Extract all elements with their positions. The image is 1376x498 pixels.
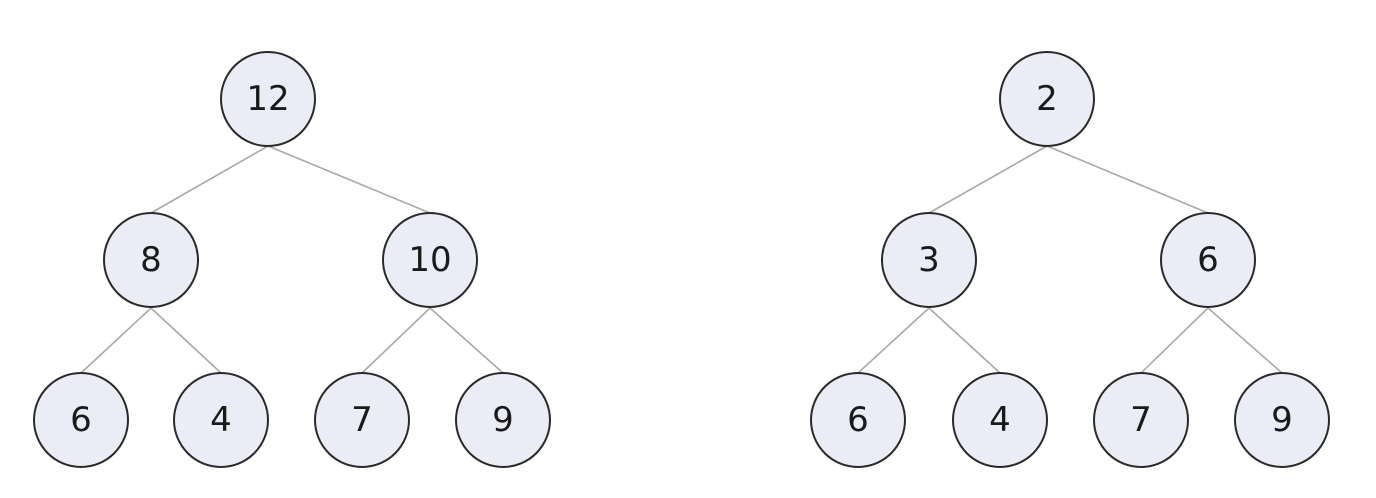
node-circle [33,372,129,468]
node-label: 2 [1036,79,1058,119]
edge [80,307,152,374]
node-circle [999,51,1095,147]
edge [1046,145,1209,214]
tree-node: 7 [314,372,410,468]
node-label: 10 [408,240,451,280]
tree-node: 10 [382,212,478,308]
tree-node: 6 [33,372,129,468]
node-label: 6 [1197,240,1219,280]
tree-node: 4 [173,372,269,468]
edge [361,307,431,374]
node-circle [952,372,1048,468]
tree-node: 8 [103,212,199,308]
node-label: 8 [140,240,162,280]
node-label: 4 [989,400,1011,440]
node-circle [1160,212,1256,308]
tree-node: 3 [881,212,977,308]
edge [267,145,431,214]
node-circle [382,212,478,308]
edge [857,307,930,374]
edge [429,307,504,374]
tree-node: 9 [455,372,551,468]
node-circle [220,51,316,147]
edge [928,145,1048,214]
right-tree: 2 3 6 6 4 7 9 [810,51,1330,468]
left-tree: 12 8 10 6 4 7 [33,51,551,468]
node-circle [1234,372,1330,468]
node-circle [314,372,410,468]
node-circle [810,372,906,468]
tree-node: 7 [1093,372,1189,468]
node-circle [455,372,551,468]
node-circle [103,212,199,308]
node-circle [881,212,977,308]
edge [1140,307,1209,374]
node-label: 6 [70,400,92,440]
tree-node: 4 [952,372,1048,468]
node-label: 9 [1271,400,1293,440]
node-label: 7 [351,400,373,440]
node-label: 12 [246,79,289,119]
node-label: 7 [1130,400,1152,440]
right-tree-nodes: 2 3 6 6 4 7 9 [810,51,1330,468]
edge [150,307,222,374]
edge [150,145,269,214]
left-tree-edges [80,145,504,374]
right-tree-edges [857,145,1283,374]
node-label: 6 [847,400,869,440]
node-circle [1093,372,1189,468]
node-label: 4 [210,400,232,440]
tree-node: 2 [999,51,1095,147]
left-tree-nodes: 12 8 10 6 4 7 [33,51,551,468]
node-circle [173,372,269,468]
edge [1207,307,1283,374]
tree-node: 6 [1160,212,1256,308]
edge [928,307,1001,374]
tree-node: 6 [810,372,906,468]
tree-node: 12 [220,51,316,147]
tree-node: 9 [1234,372,1330,468]
node-label: 9 [492,400,514,440]
node-label: 3 [918,240,940,280]
